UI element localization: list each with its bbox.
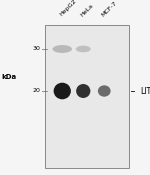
Text: 20: 20 bbox=[33, 89, 41, 93]
Ellipse shape bbox=[98, 85, 111, 97]
Text: MCF-7: MCF-7 bbox=[101, 0, 118, 18]
Ellipse shape bbox=[76, 46, 91, 52]
Text: HepG2: HepG2 bbox=[59, 0, 77, 18]
Text: HeLa: HeLa bbox=[80, 3, 94, 18]
Ellipse shape bbox=[76, 84, 90, 98]
Text: kDa: kDa bbox=[2, 74, 17, 80]
Text: LITAF: LITAF bbox=[140, 86, 150, 96]
Ellipse shape bbox=[52, 45, 72, 53]
Ellipse shape bbox=[54, 83, 71, 99]
FancyBboxPatch shape bbox=[45, 25, 129, 168]
Text: 30: 30 bbox=[33, 47, 41, 51]
